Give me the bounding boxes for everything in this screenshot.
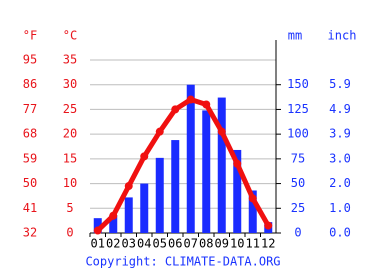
bar xyxy=(140,183,149,233)
y2-tick-label-inch: 2.0 xyxy=(329,176,351,190)
y-tick-label: 10 xyxy=(63,176,77,190)
bar xyxy=(171,140,180,233)
bar xyxy=(233,149,242,233)
y-tick-label: 35 xyxy=(63,53,77,67)
y-tick-label-f: 59 xyxy=(23,151,37,165)
temperature-point xyxy=(155,127,164,136)
y-tick-label-f: 95 xyxy=(23,53,37,67)
bar xyxy=(124,197,133,233)
y2-tick-label: 125 xyxy=(287,102,309,116)
y2-tick-label-inch: 3.9 xyxy=(329,127,351,141)
mm-header: mm xyxy=(288,29,302,43)
fahrenheit-header: °F xyxy=(23,29,37,43)
x-tick-label: 10 xyxy=(230,237,244,251)
y-tick-label: 5 xyxy=(66,201,73,215)
temperature-point xyxy=(109,211,118,220)
temperature-point xyxy=(217,127,226,136)
y2-tick-label-inch: 0.0 xyxy=(329,226,351,240)
temperature-point xyxy=(248,194,257,203)
y-tick-label-f: 86 xyxy=(23,77,37,91)
x-tick-label: 09 xyxy=(215,237,229,251)
y-tick-label-f: 68 xyxy=(23,127,37,141)
y-tick-label: 0 xyxy=(66,226,73,240)
bar xyxy=(155,157,164,233)
y2-tick-label: 150 xyxy=(287,77,309,91)
x-tick-label: 04 xyxy=(137,237,151,251)
y2-tick-label-inch: 3.0 xyxy=(329,151,351,165)
y-tick-label: 20 xyxy=(63,127,77,141)
temperature-point xyxy=(93,226,102,235)
bar xyxy=(217,97,226,234)
y2-tick-label-inch: 5.9 xyxy=(329,77,351,91)
y-tick-label: 25 xyxy=(63,102,77,116)
y-tick-label-f: 32 xyxy=(23,226,37,240)
y2-tick-label: 0 xyxy=(294,226,301,240)
y-tick-label: 15 xyxy=(63,151,77,165)
copyright: Copyright: CLIMATE-DATA.ORG xyxy=(85,255,280,269)
x-tick-label: 01 xyxy=(91,237,105,251)
y-tick-label-f: 50 xyxy=(23,176,37,190)
y2-tick-label: 25 xyxy=(291,201,305,215)
y-tick-label-f: 41 xyxy=(23,201,37,215)
y-tick-label-f: 77 xyxy=(23,102,37,116)
x-tick-label: 12 xyxy=(261,237,275,251)
y2-tick-label-inch: 1.0 xyxy=(329,201,351,215)
y-tick-label: 30 xyxy=(63,77,77,91)
temperature-line xyxy=(96,97,271,233)
y2-tick-label-inch: 4.9 xyxy=(329,102,351,116)
bar xyxy=(248,190,257,233)
x-tick-label: 06 xyxy=(168,237,182,251)
temperature-point xyxy=(202,100,211,109)
y2-tick-label: 100 xyxy=(287,127,309,141)
x-tick-label: 02 xyxy=(106,237,120,251)
temperature-point xyxy=(140,152,149,161)
x-tick-label: 03 xyxy=(122,237,136,251)
bar xyxy=(202,110,211,233)
x-tick-label: 11 xyxy=(246,237,260,251)
temperature-point xyxy=(264,221,273,230)
temperature-point xyxy=(186,95,195,104)
bar xyxy=(93,218,102,233)
temperature-point xyxy=(171,105,180,114)
celsius-header: °C xyxy=(63,29,77,43)
y2-tick-label: 75 xyxy=(291,151,305,165)
x-tick-label: 08 xyxy=(199,237,213,251)
bar xyxy=(109,215,118,233)
x-tick-label: 05 xyxy=(153,237,167,251)
temperature-point xyxy=(233,159,242,168)
x-tick-label: 07 xyxy=(184,237,198,251)
temperature-point xyxy=(124,182,133,191)
bar xyxy=(186,84,195,233)
inch-header: inch xyxy=(328,29,357,43)
y2-tick-label: 50 xyxy=(291,176,305,190)
